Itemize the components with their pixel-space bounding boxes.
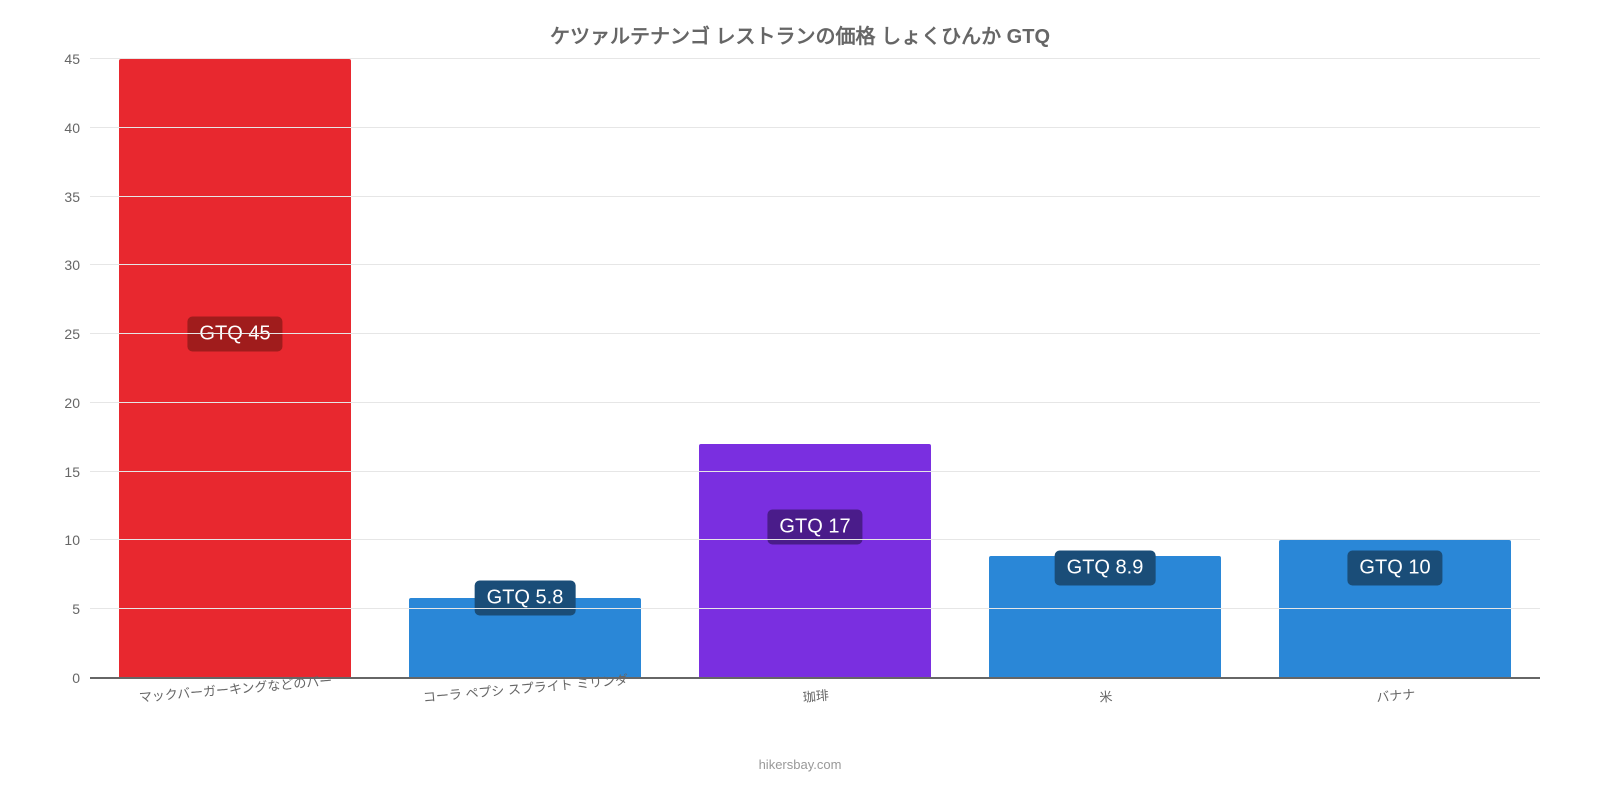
y-tick-label: 20	[64, 395, 90, 411]
x-label-slot: マックバーガーキングなどのバー	[90, 687, 380, 727]
gridline	[90, 127, 1540, 128]
bar-slot: GTQ 5.8	[380, 59, 670, 678]
y-tick-label: 10	[64, 532, 90, 548]
bar-slot: GTQ 8.9	[960, 59, 1250, 678]
y-tick-label: 45	[64, 51, 90, 67]
y-tick-label: 40	[64, 120, 90, 136]
y-tick-label: 25	[64, 326, 90, 342]
plot-area: GTQ 45GTQ 5.8GTQ 17GTQ 8.9GTQ 10 0510152…	[90, 59, 1540, 679]
gridline	[90, 264, 1540, 265]
value-badge: GTQ 8.9	[1055, 550, 1156, 585]
plot-region: GTQ 45GTQ 5.8GTQ 17GTQ 8.9GTQ 10 0510152…	[90, 59, 1540, 727]
bar-slot: GTQ 10	[1250, 59, 1540, 678]
x-label-slot: 米	[960, 687, 1250, 727]
y-tick-label: 5	[72, 601, 90, 617]
value-badge: GTQ 45	[187, 317, 282, 352]
gridline	[90, 196, 1540, 197]
gridline	[90, 471, 1540, 472]
y-tick-label: 0	[72, 670, 90, 686]
y-tick-label: 15	[64, 464, 90, 480]
gridline	[90, 58, 1540, 59]
gridline	[90, 608, 1540, 609]
attribution-text: hikersbay.com	[40, 757, 1560, 772]
value-badge: GTQ 10	[1347, 550, 1442, 585]
x-label-slot: バナナ	[1250, 687, 1540, 727]
bar-group: GTQ 45 GTQ 5.8 GTQ 17 GTQ 8.9 GTQ 10	[90, 59, 1540, 678]
gridline	[90, 539, 1540, 540]
x-axis-label: バナナ	[1375, 684, 1416, 706]
y-tick-label: 30	[64, 257, 90, 273]
value-badge: GTQ 5.8	[475, 581, 576, 616]
x-label-slot: コーラ ペプシ スプライト ミリンダ	[380, 687, 670, 727]
bar-slot: GTQ 17	[670, 59, 960, 678]
price-bar-chart: ケツァルテナンゴ レストランの価格 しょくひんか GTQ GTQ 45 GTQ 5…	[0, 0, 1600, 800]
x-axis-label: 米	[1098, 686, 1113, 706]
x-axis-label: 珈琲	[802, 685, 830, 706]
x-axis-labels: マックバーガーキングなどのバーコーラ ペプシ スプライト ミリンダ 珈琲 米 バナナ	[90, 687, 1540, 727]
bar	[699, 444, 931, 678]
bar	[119, 59, 351, 678]
y-tick-label: 35	[64, 189, 90, 205]
chart-title: ケツァルテナンゴ レストランの価格 しょくひんか GTQ	[40, 20, 1560, 49]
x-label-slot: 珈琲	[670, 687, 960, 727]
bar-slot: GTQ 45	[90, 59, 380, 678]
gridline	[90, 402, 1540, 403]
gridline	[90, 333, 1540, 334]
